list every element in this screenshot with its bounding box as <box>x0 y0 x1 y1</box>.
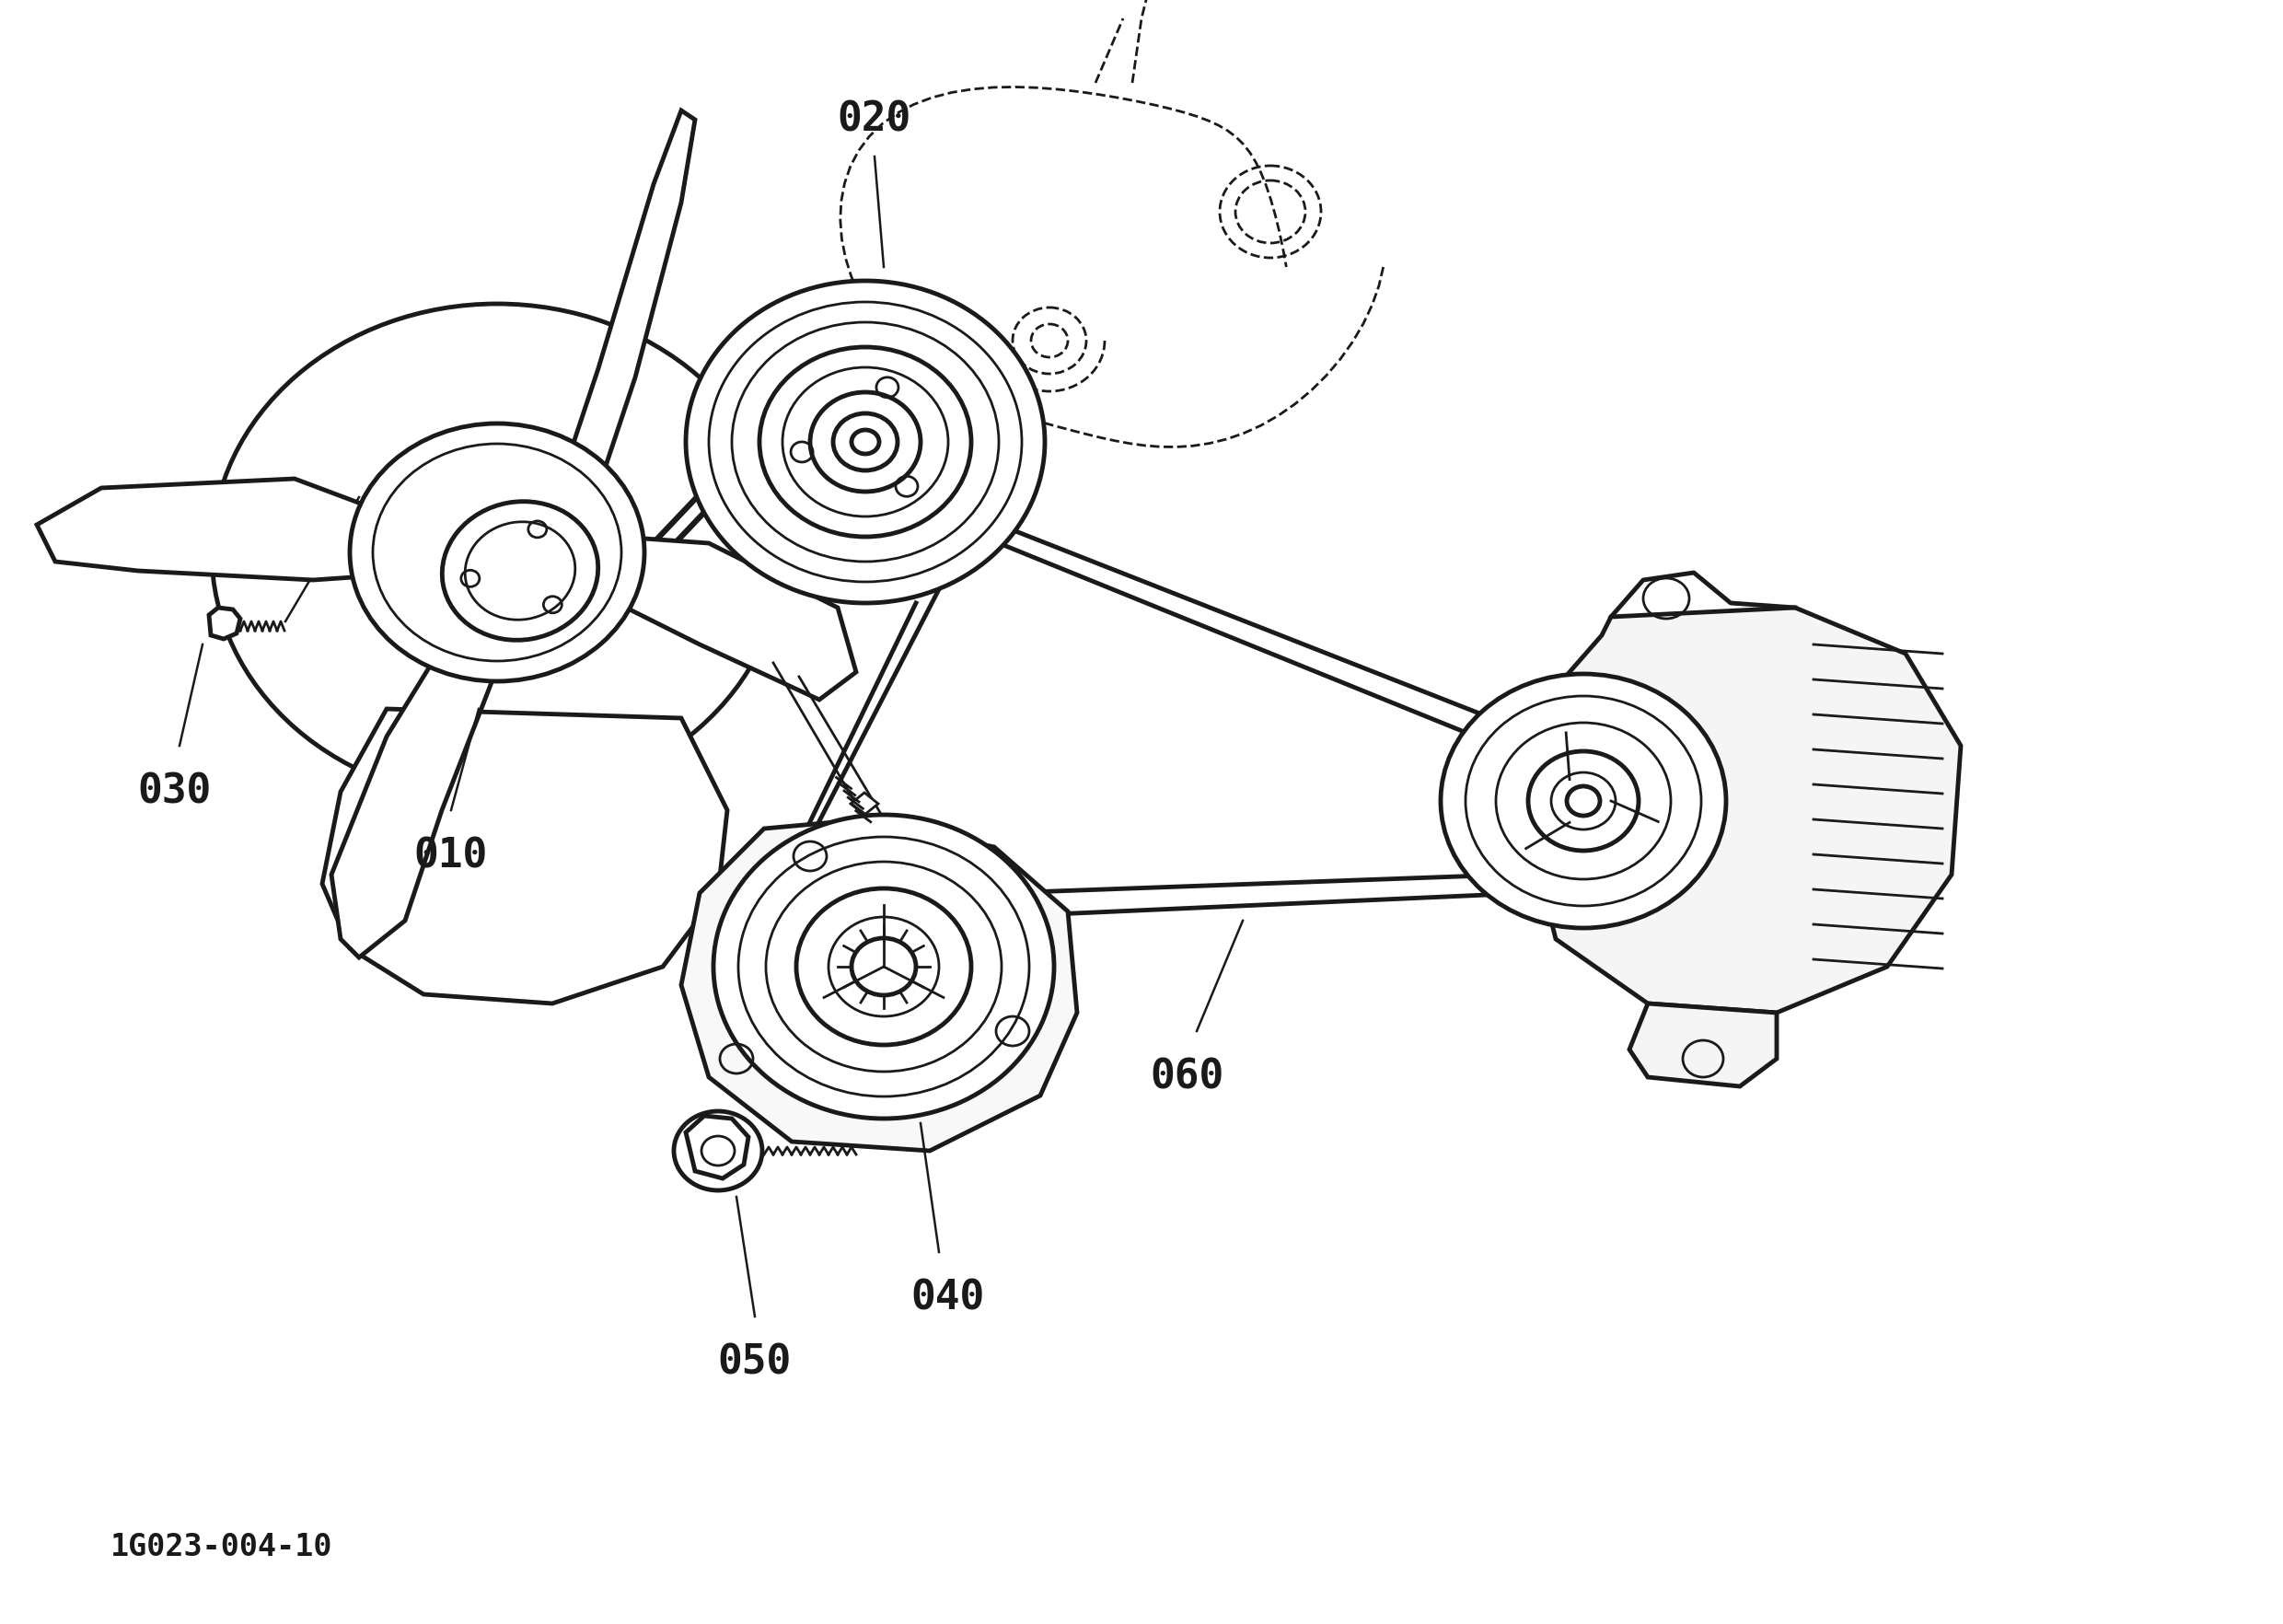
Text: 1G023-004-10: 1G023-004-10 <box>110 1531 333 1562</box>
Polygon shape <box>331 617 507 958</box>
Polygon shape <box>685 1116 749 1179</box>
Ellipse shape <box>760 348 970 536</box>
Polygon shape <box>210 607 240 638</box>
Text: 060: 060 <box>1151 1057 1224 1096</box>
Ellipse shape <box>372 443 621 661</box>
Ellipse shape <box>685 281 1046 603</box>
Ellipse shape <box>349 424 644 682</box>
Text: 040: 040 <box>911 1278 986 1319</box>
Ellipse shape <box>1509 750 1621 851</box>
Polygon shape <box>322 710 728 1004</box>
Polygon shape <box>552 110 694 515</box>
Text: 030: 030 <box>137 771 212 812</box>
Polygon shape <box>37 479 447 580</box>
Ellipse shape <box>1441 674 1726 927</box>
Text: 050: 050 <box>717 1343 792 1382</box>
Ellipse shape <box>712 815 1055 1119</box>
Polygon shape <box>1630 1004 1776 1086</box>
Polygon shape <box>852 793 879 815</box>
Ellipse shape <box>443 502 598 640</box>
Text: 020: 020 <box>838 101 911 140</box>
Polygon shape <box>680 820 1078 1151</box>
Text: 010: 010 <box>413 836 489 875</box>
Polygon shape <box>571 534 856 700</box>
Polygon shape <box>1527 607 1961 1013</box>
